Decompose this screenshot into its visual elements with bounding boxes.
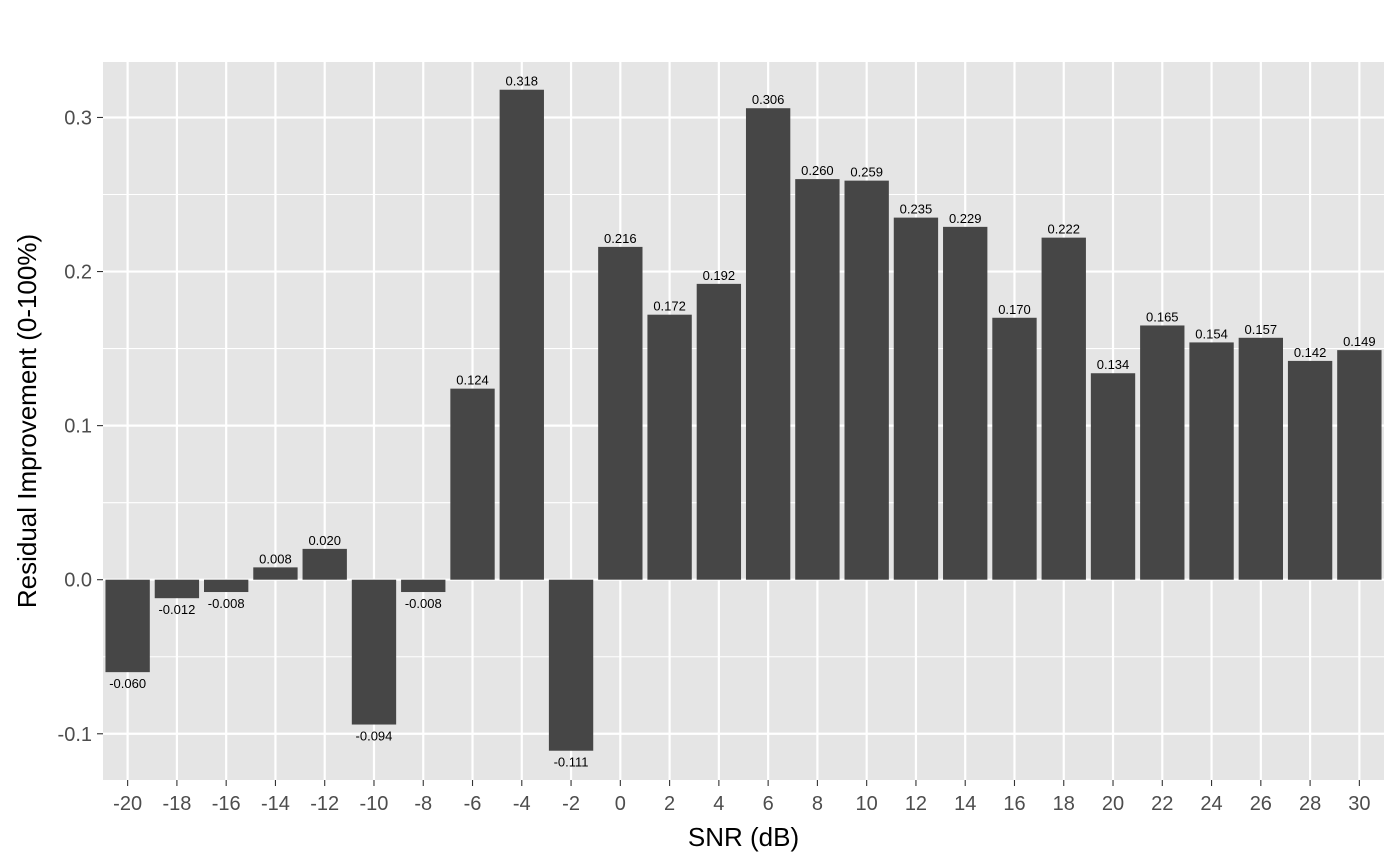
x-tick-label: 10 [856,793,878,815]
bar-value-label: 0.149 [1343,334,1376,349]
x-tick-label: 20 [1102,793,1124,815]
bar-value-label: 0.229 [949,211,982,226]
x-tick-label: 26 [1250,793,1272,815]
y-axis-title: Residual Improvement (0-100%) [12,234,42,608]
bar-value-label: -0.012 [158,602,195,617]
bar [401,579,446,593]
bar-value-label: 0.235 [900,202,933,217]
x-axis-ticks: -20 -18 -16 -14 -12 -10 -8 -6 -4 -2 0 2 4 6 8 10 12 14 16 1… [113,780,1370,815]
bar [204,579,249,593]
bar [1041,237,1086,580]
bars [105,89,1382,751]
x-tick-label: -2 [562,793,580,815]
bar [1189,342,1234,580]
bar [548,579,594,751]
x-tick-label: -16 [212,793,241,815]
bar-value-label: 0.142 [1294,345,1327,360]
bar [943,226,988,580]
x-tick-label: -14 [261,793,290,815]
x-tick-label: 18 [1053,793,1075,815]
x-tick-label: 12 [905,793,927,815]
y-tick-label: 0.0 [64,570,92,592]
bar [696,283,742,580]
x-tick-label: 4 [713,793,724,815]
bar-value-label: -0.008 [405,596,442,611]
x-tick-label: -8 [414,793,432,815]
bar-value-label: 0.008 [259,551,292,566]
bar-value-label: 0.020 [308,533,341,548]
bar [893,217,939,580]
bar-value-label: -0.111 [554,755,589,770]
bar [992,317,1037,580]
bar-value-label: 0.222 [1047,222,1080,237]
x-tick-label: 0 [615,793,626,815]
bar-value-label: 0.216 [604,231,637,246]
x-tick-label: 30 [1348,793,1370,815]
bar [499,89,544,580]
bar [351,579,397,725]
bar [1140,325,1185,580]
bar-value-label: -0.008 [208,596,245,611]
bar [1238,337,1283,580]
x-tick-label: -4 [513,793,531,815]
bar [450,388,495,580]
y-tick-label: 0.3 [64,107,92,129]
x-tick-label: 16 [1003,793,1025,815]
x-tick-label: 22 [1151,793,1173,815]
x-tick-label: 6 [763,793,774,815]
bar-value-label: 0.172 [653,299,686,314]
bar [1090,373,1136,580]
y-tick-label: 0.2 [64,262,92,284]
x-tick-label: -20 [113,793,142,815]
bar-value-label: 0.154 [1195,326,1228,341]
x-axis-title: SNR (dB) [688,822,799,852]
bar-value-label: 0.134 [1097,357,1130,372]
bar-value-label: 0.192 [703,268,736,283]
bar-value-label: 0.165 [1146,309,1179,324]
bar-value-label: -0.094 [356,729,393,744]
x-tick-label: 8 [812,793,823,815]
x-tick-label: 28 [1299,793,1321,815]
bar [302,548,347,580]
bar [105,579,150,673]
bar-value-label: 0.124 [456,373,489,388]
x-tick-label: -10 [360,793,389,815]
bar-value-label: 0.259 [850,165,883,180]
bar [844,180,889,580]
bar-value-label: 0.157 [1245,322,1278,337]
bar-value-label: 0.170 [998,302,1031,317]
y-tick-label: 0.1 [64,416,92,438]
bar [1337,350,1382,580]
bar-value-label: 0.306 [752,92,785,107]
bar-value-label: 0.260 [801,163,834,178]
y-axis-ticks: -0.1 0.0 0.1 0.2 0.3 [58,107,103,746]
bar [795,179,840,580]
x-tick-label: 14 [954,793,976,815]
bar [1287,360,1333,580]
x-tick-label: -6 [464,793,482,815]
x-tick-label: -12 [310,793,339,815]
bar [253,567,298,580]
bar [745,108,791,580]
bar-value-label: -0.060 [109,676,146,691]
x-tick-label: 24 [1200,793,1222,815]
bar-value-label: 0.318 [506,74,539,89]
data-labels: -0.060 -0.012 -0.008 0.008 0.020 -0.094 -0.008… [109,74,1375,770]
x-tick-label: 2 [664,793,675,815]
bar [154,579,200,599]
y-tick-label: -0.1 [58,724,92,746]
bar [647,314,692,580]
bar [598,246,643,580]
x-tick-label: -18 [162,793,191,815]
